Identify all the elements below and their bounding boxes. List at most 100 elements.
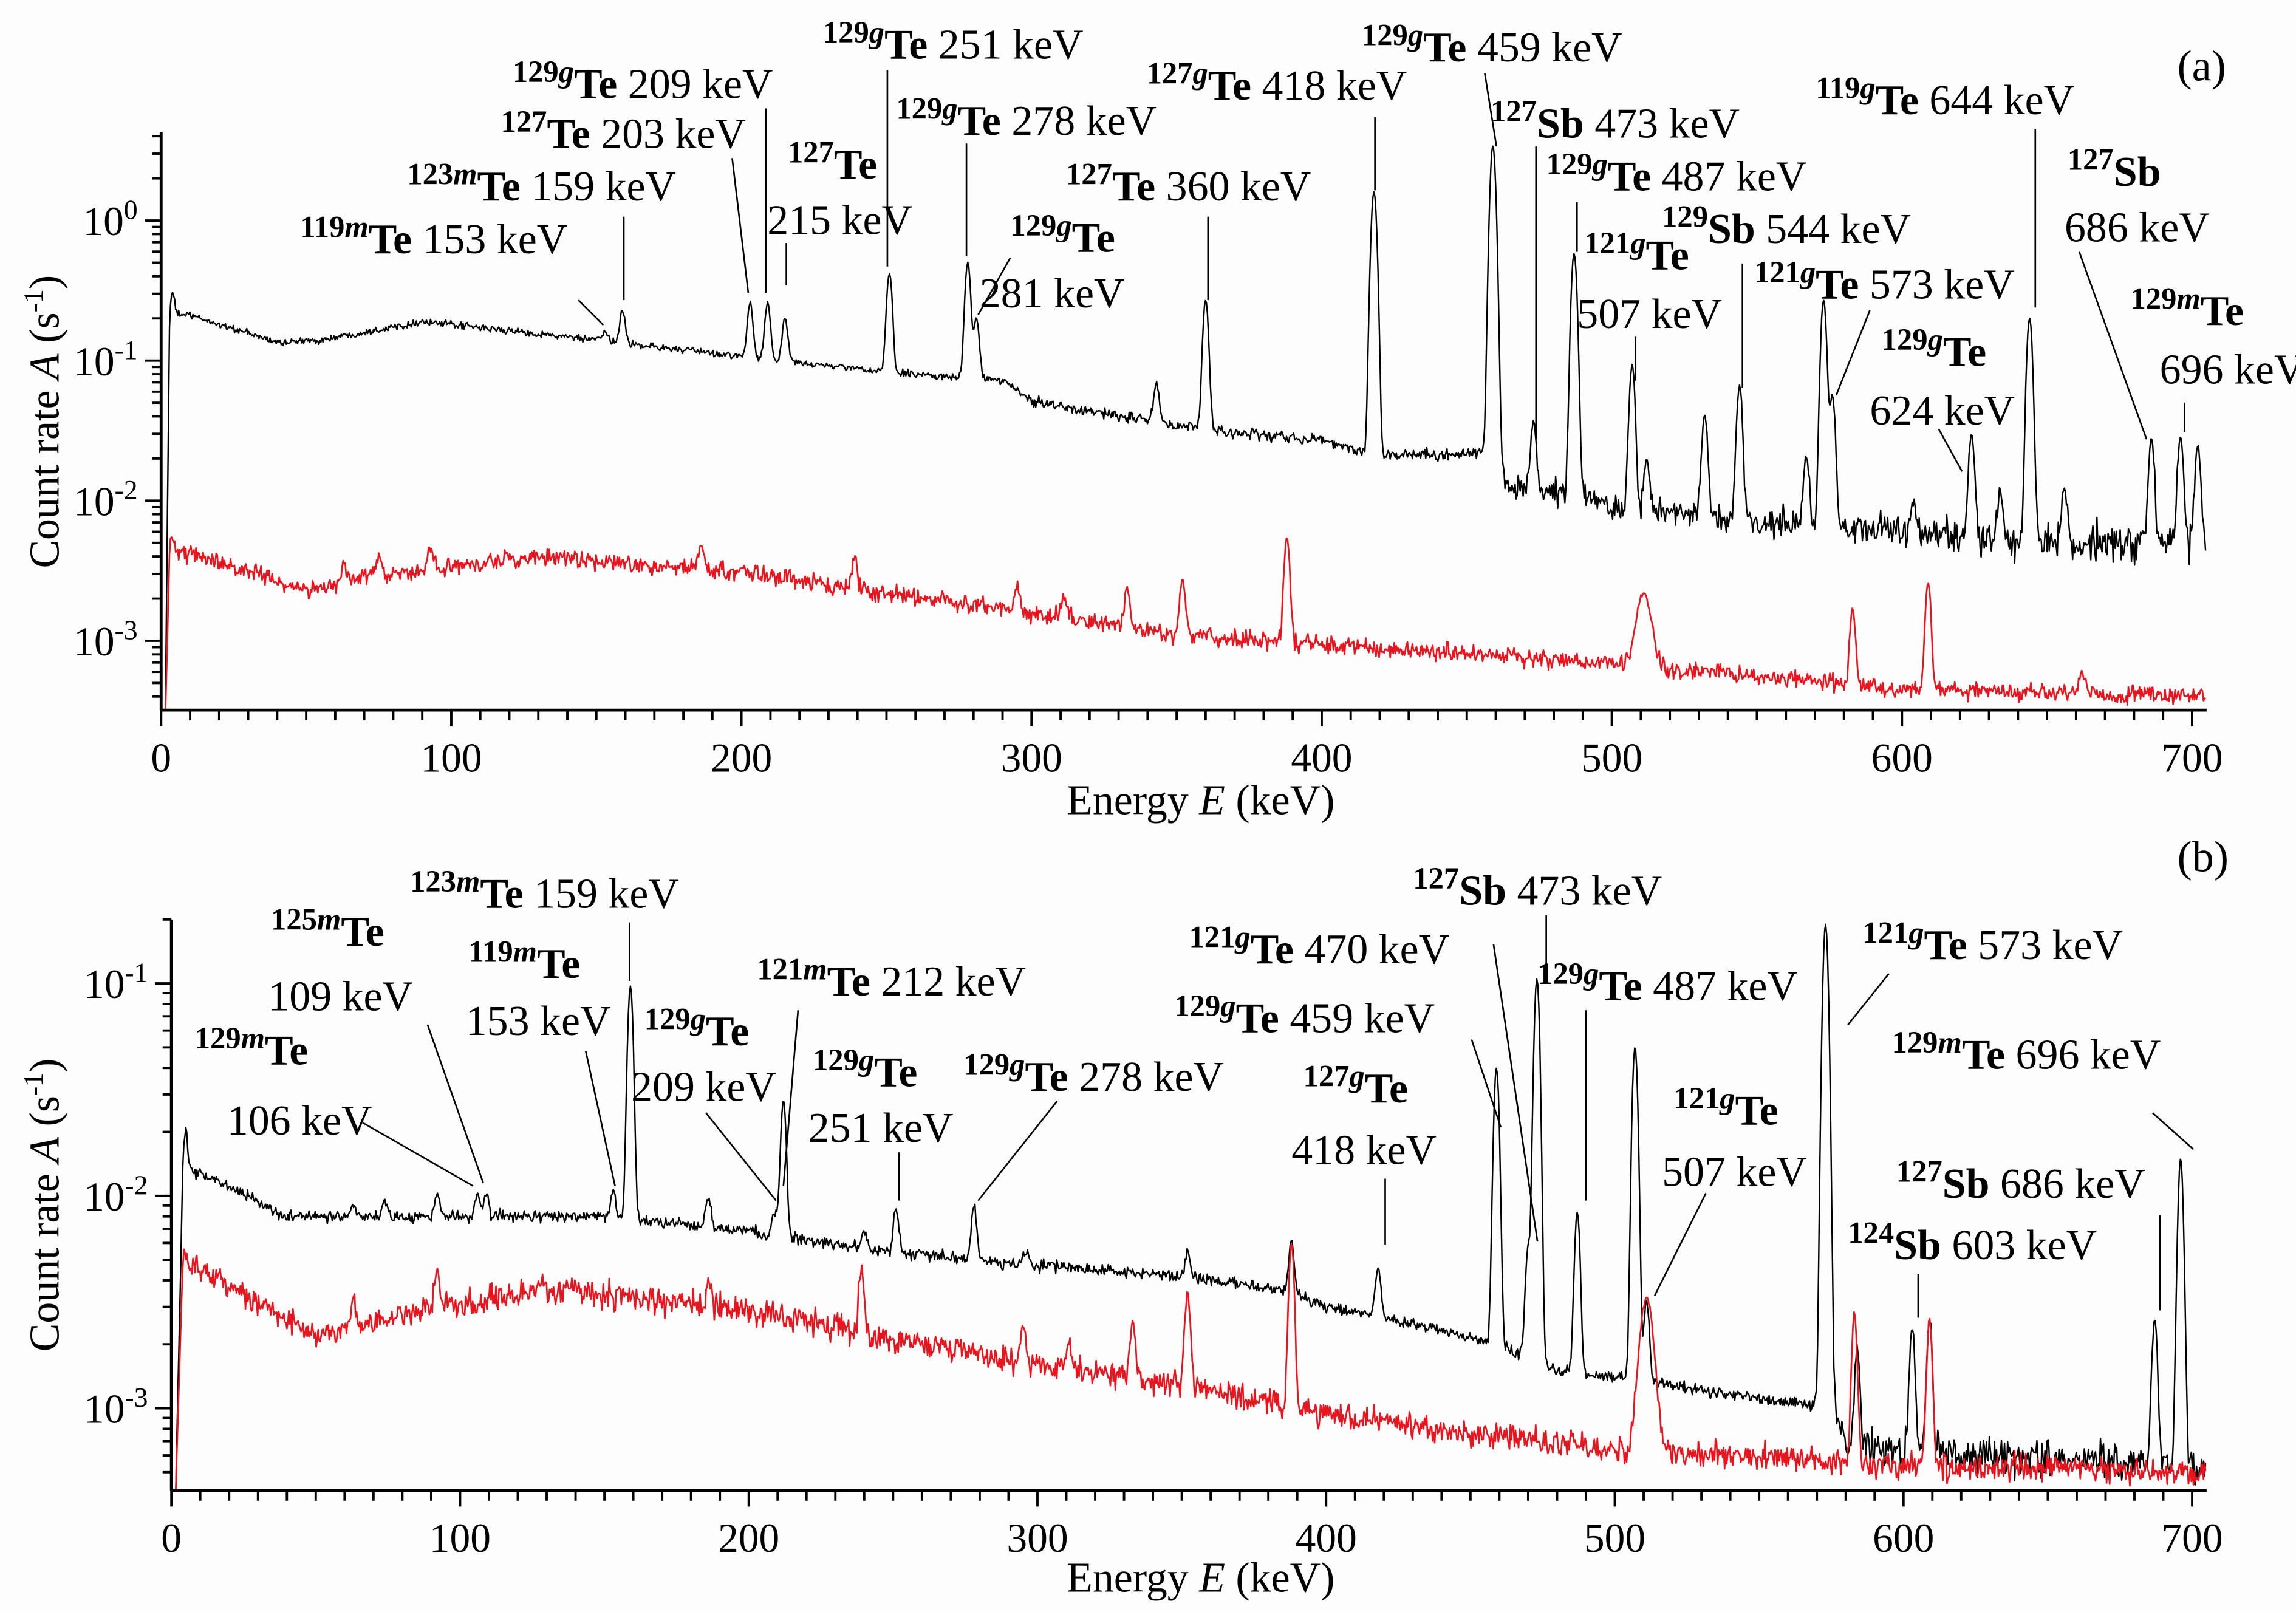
element-symbol: Sb [1537,101,1584,148]
y-axis-label-part: -1 [18,1073,49,1096]
peak-annotation: 121gTe 507 keV [1577,226,1722,381]
x-axis-label-part: (keV) [1225,1554,1334,1601]
isomer-state: g [1348,1059,1364,1093]
isomer-state: g [1583,957,1599,991]
element-symbol: Te [958,98,1001,145]
x-tick-label: 300 [1001,735,1062,780]
nuclide-label: 127Te 360 keV [1066,157,1311,211]
nuclide-label: 125mTe [271,903,384,956]
y-axis-label-part: ) [22,1059,69,1073]
annotation-leader-line [705,1112,777,1201]
element-symbol: Te [1735,1087,1778,1134]
annotation-leader-line [1847,973,1890,1026]
peak-annotation: 127Sb 473 keV [1413,861,1662,974]
element-symbol: Te [1423,24,1466,71]
peak-annotation: 127Sb 686 keV [1896,1154,2161,1311]
annotation-leader-line [1492,944,1539,1242]
y-tick-base: 10 [73,339,114,384]
mass-number: 129 [963,1047,1010,1081]
annotation-leader-line [1938,428,1963,472]
y-axis-label-part: (s [22,1096,69,1137]
nuclide-label: 129gTe 278 keV [896,91,1157,145]
nuclide-label: 121gTe 470 keV [1189,920,1449,974]
isomer-state: m [453,157,477,191]
mass-number: 129 [823,15,869,49]
x-tick-label: 600 [1873,1515,1934,1561]
element-symbol: Te [265,1027,308,1074]
element-symbol: Sb [2114,149,2161,196]
mass-number: 121 [1189,920,1235,954]
mass-number: 127 [1413,861,1459,895]
annotation-leader-line [2151,1112,2195,1150]
peak-energy: 459 keV [1466,24,1622,71]
peak-energy: 487 keV [1642,963,1798,1009]
peak-energy: 507 keV [1662,1149,1807,1196]
mass-number: 129 [813,1043,859,1077]
mass-number: 127 [1066,157,1112,191]
mass-number: 127 [2068,143,2114,177]
nuclide-label: 129mTe [2130,282,2244,335]
peak-annotation: 127gTe 418 keV [1291,1059,1437,1245]
x-tick-label: 100 [429,1515,491,1561]
nuclide-label: 129gTe 278 keV [963,1047,1224,1101]
element-symbol: Te [874,1050,917,1096]
x-axis-label-part: (keV) [1225,777,1334,824]
y-tick-exponent: -1 [115,334,138,365]
peak-energy: 106 keV [227,1098,372,1144]
peak-annotation: 129gTe 487 keV [1546,147,1807,252]
mass-number: 129 [896,91,942,125]
y-tick-exponent: -2 [115,474,138,505]
y-tick-base: 10 [73,479,114,524]
y-tick-exponent: -3 [125,1382,148,1413]
peak-annotation: 129gTe 209 keV [631,1002,777,1201]
peak-annotation: 129gTe 624 keV [1870,323,2015,472]
y-tick-label: 10-2 [73,474,138,525]
nuclide-label: 124Sb 603 keV [1848,1216,2097,1269]
element-symbol: Te [834,142,877,188]
nuclide-label: 121mTe 212 keV [757,952,1026,1006]
mass-number: 123 [407,157,453,191]
x-axis-label: Energy E (keV) [1067,777,1334,824]
spectrum-line-red [175,1243,2207,1491]
isomer-state: m [456,864,480,898]
peak-energy: 159 keV [524,871,679,918]
peak-energy: 696 keV [2005,1032,2161,1079]
mass-number: 124 [1848,1216,1894,1250]
peak-energy: 251 keV [928,21,1083,68]
mass-number: 127 [1147,56,1193,90]
mass-number: 129 [1882,323,1928,357]
peak-energy: 159 keV [521,163,676,210]
peak-annotation: 129gTe 459 keV [1174,989,1502,1128]
isomer-state: m [2176,282,2200,316]
x-tick-label: 500 [1581,735,1642,780]
peak-annotation: 129gTe 281 keV [977,208,1125,317]
x-tick-label: 600 [1871,735,1933,780]
peak-annotation: 129mTe 696 keV [1892,1025,2195,1150]
mass-number: 129 [513,55,559,89]
peak-energy: 281 keV [980,270,1125,317]
element-symbol: Te [477,163,521,210]
mass-number: 123 [410,864,456,898]
y-tick-base: 10 [83,199,123,244]
peak-annotation: 127gTe 418 keV [1147,56,1407,191]
mass-number: 129 [1892,1025,1938,1059]
isomer-state: g [1220,989,1235,1023]
annotation-leader-line [585,1051,616,1186]
annotation-leader-line [1471,1039,1502,1128]
nuclide-label: 129gTe 487 keV [1546,147,1807,200]
nuclide-label: 127Sb 473 keV [1413,861,1662,915]
annotation-leader-line [1484,73,1498,147]
nuclide-label: 129mTe 696 keV [1892,1025,2161,1079]
peak-energy: 153 keV [466,998,611,1045]
nuclide-label: 129mTe [195,1021,309,1074]
y-tick-base: 10 [73,619,114,664]
mass-number: 129 [195,1021,241,1055]
nuclide-label: 129gTe 251 keV [823,15,1084,69]
element-symbol: Te [1816,262,1859,309]
spectrum-line-red [165,536,2207,710]
peak-annotation: 129gTe 251 keV [808,1043,954,1201]
annotation-leader-line [363,1122,474,1187]
peak-annotation: 121gTe 573 keV [1847,915,2123,1026]
isomer-state: g [1719,1081,1735,1115]
element-symbol: Te [827,958,870,1005]
